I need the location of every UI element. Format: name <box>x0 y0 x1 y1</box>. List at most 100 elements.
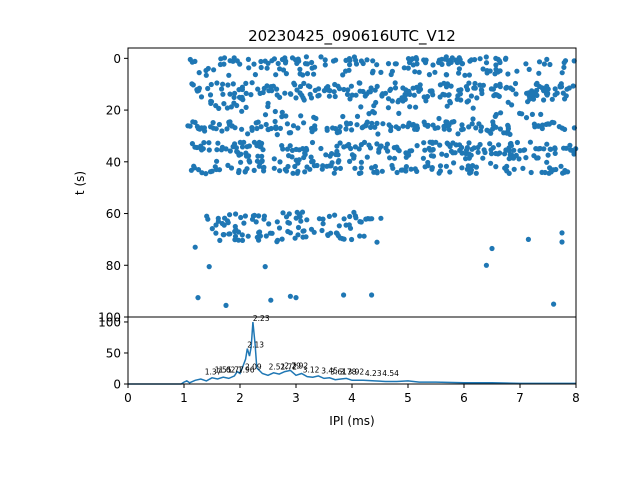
scatter-point <box>511 147 517 153</box>
scatter-point <box>337 140 343 146</box>
scatter-point <box>249 216 256 222</box>
scatter-point <box>308 95 315 101</box>
scatter-point <box>414 143 420 149</box>
scatter-point <box>523 61 529 67</box>
histogram-peak-label: 2.23 <box>253 314 270 323</box>
scatter-point <box>223 146 229 152</box>
scatter-point <box>459 61 466 67</box>
scatter-point <box>512 80 519 87</box>
scatter-point <box>444 103 450 109</box>
scatter-point <box>364 119 370 125</box>
histogram-y-tick-label: 50 <box>106 346 121 360</box>
scatter-point <box>251 167 257 173</box>
scatter-point <box>473 164 479 170</box>
scatter-point <box>295 160 301 166</box>
scatter-point <box>227 91 233 97</box>
scatter-point <box>387 155 393 161</box>
scatter-point <box>205 65 211 72</box>
scatter-point <box>546 170 552 176</box>
scatter-point <box>412 126 418 132</box>
scatter-point <box>529 111 536 117</box>
scatter-point <box>264 83 270 89</box>
scatter-point <box>334 143 340 149</box>
scatter-point <box>332 126 339 132</box>
scatter-point <box>277 125 283 131</box>
scatter-point <box>298 218 304 224</box>
scatter-point <box>293 295 299 301</box>
scatter-point <box>527 139 534 145</box>
scatter-point <box>290 170 296 176</box>
scatter-point <box>488 151 495 157</box>
scatter-point <box>219 86 225 92</box>
scatter-point <box>560 90 566 96</box>
scatter-point <box>215 140 221 146</box>
scatter-point <box>302 169 308 175</box>
scatter-point <box>304 217 310 223</box>
scatter-point <box>456 66 462 72</box>
scatter-point <box>324 127 330 133</box>
scatter-point <box>322 62 328 68</box>
scatter-point <box>388 86 394 92</box>
scatter-point <box>358 104 364 110</box>
scatter-point <box>524 90 530 96</box>
scatter-point <box>251 61 257 67</box>
scatter-point <box>444 72 450 78</box>
scatter-point <box>347 225 354 231</box>
scatter-axes: 0 20 40 60 80 100 t (s) <box>73 47 579 325</box>
scatter-y-tick-label: 80 <box>106 259 121 273</box>
scatter-point <box>243 104 249 110</box>
scatter-point <box>242 213 248 219</box>
histogram-line <box>128 321 576 385</box>
scatter-point <box>536 70 542 76</box>
scatter-point <box>219 128 225 134</box>
scatter-point <box>343 126 349 132</box>
scatter-point <box>364 154 370 160</box>
scatter-point <box>249 127 255 133</box>
histogram-peak-label: 1.55 <box>215 366 232 375</box>
histogram-x-tick-label: 7 <box>516 391 524 405</box>
scatter-point <box>245 131 251 137</box>
scatter-point <box>374 141 380 147</box>
scatter-point <box>279 236 285 242</box>
scatter-point <box>256 140 262 146</box>
scatter-point <box>432 125 438 131</box>
scatter-point <box>221 55 228 61</box>
scatter-point <box>336 129 342 135</box>
scatter-point <box>236 169 242 176</box>
scatter-point <box>194 144 200 151</box>
histogram-x-tick-label: 8 <box>572 391 580 405</box>
scatter-point <box>421 140 427 146</box>
histogram-peak-labels: 2.23 2.13 2.09 1.371.551.621.771.96 2.512.72… <box>205 314 399 378</box>
scatter-point <box>468 93 474 99</box>
scatter-point <box>205 216 211 222</box>
scatter-point <box>255 86 261 92</box>
scatter-point <box>293 95 299 101</box>
histogram-peak-label: 3.45 <box>321 367 338 376</box>
scatter-point <box>459 150 465 156</box>
scatter-point <box>301 97 307 103</box>
scatter-point <box>274 219 280 225</box>
scatter-point <box>552 92 558 98</box>
scatter-point <box>447 143 453 150</box>
histogram-peak-label: 2.51 <box>269 362 286 371</box>
scatter-point <box>192 244 198 250</box>
scatter-point <box>545 152 551 158</box>
scatter-point <box>405 65 411 71</box>
scatter-point <box>242 168 248 174</box>
scatter-point <box>195 295 201 301</box>
scatter-point <box>343 120 350 126</box>
scatter-point <box>327 163 333 169</box>
scatter-point <box>392 80 398 86</box>
scatter-point <box>226 231 232 237</box>
histogram-x-tick-label: 4 <box>348 391 356 405</box>
scatter-point <box>261 213 267 219</box>
scatter-point <box>311 71 317 77</box>
scatter-point <box>571 151 577 157</box>
scatter-point <box>341 236 347 242</box>
scatter-point <box>496 142 502 148</box>
scatter-point <box>302 61 309 67</box>
scatter-point <box>279 109 285 115</box>
scatter-point <box>198 94 205 100</box>
scatter-point <box>275 60 281 67</box>
scatter-point <box>197 126 203 132</box>
